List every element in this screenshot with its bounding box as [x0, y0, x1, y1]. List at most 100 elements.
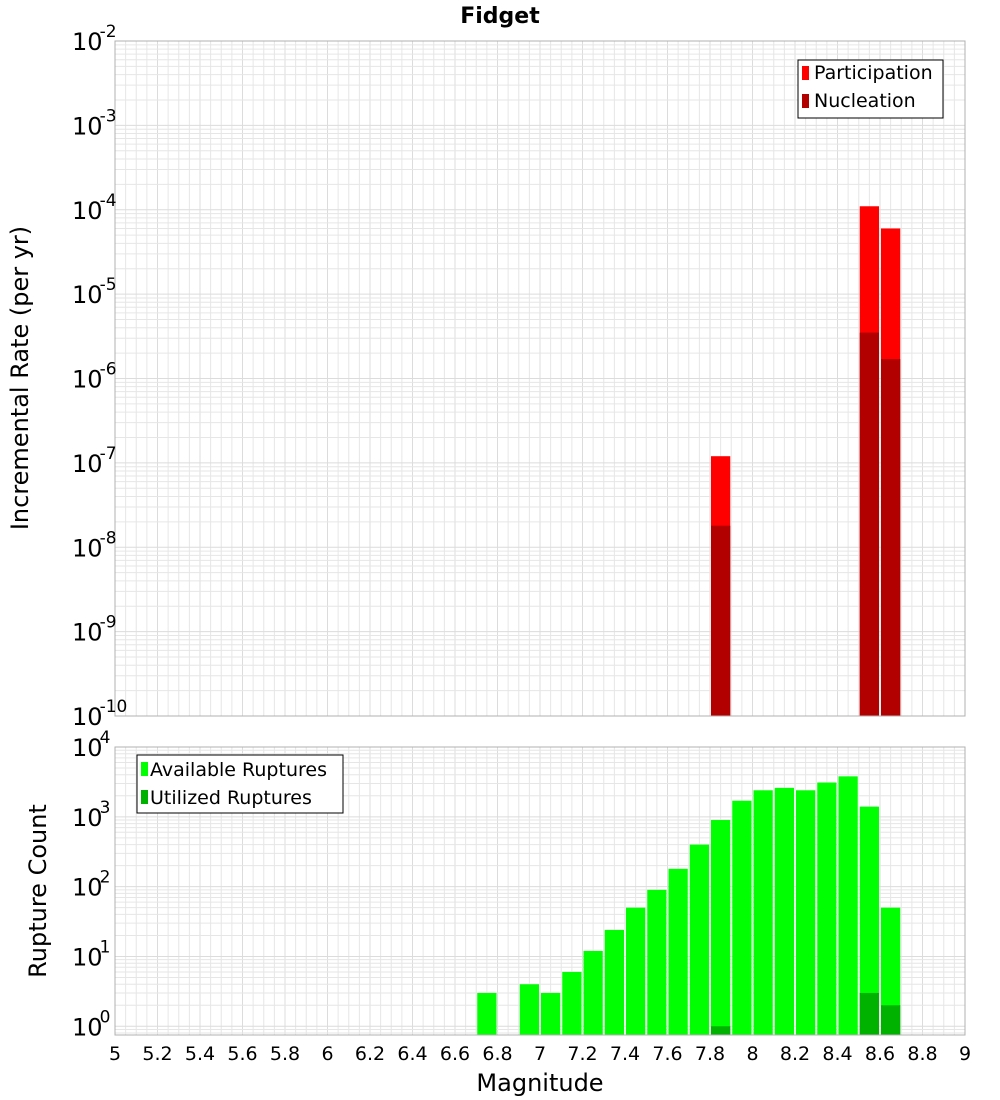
bottom-bar-available-ruptures [796, 790, 816, 1035]
bottom-bars [477, 776, 901, 1035]
top-grid [114, 40, 966, 717]
bottom-bar-utilized-ruptures [859, 992, 879, 1035]
x-tick-label: 6.2 [355, 1043, 385, 1065]
x-tick-label: 5.6 [227, 1043, 257, 1065]
bottom-bar-available-ruptures [753, 790, 773, 1035]
top-bar-nucleation [881, 359, 901, 716]
bottom-bar-available-ruptures [711, 820, 731, 1035]
bottom-bar-available-ruptures [583, 950, 603, 1035]
legend-label-nucleation: Nucleation [814, 90, 916, 112]
top-legend: Participation Nucleation [797, 59, 944, 119]
legend-label-participation: Participation [814, 62, 933, 84]
top-y-tick-exponent: -6 [100, 360, 117, 380]
x-tick-label: 7.6 [652, 1043, 682, 1065]
x-tick-label: 7 [534, 1043, 546, 1065]
bottom-legend-box [136, 754, 344, 814]
bottom-bar-available-ruptures [881, 907, 901, 1035]
bottom-bar-available-ruptures [626, 907, 646, 1035]
bottom-y-tick-exponent: 2 [100, 868, 111, 888]
top-y-tick-label: 10 [72, 619, 103, 647]
x-tick-label: 8.2 [780, 1043, 810, 1065]
top-y-tick-label: 10 [72, 112, 103, 140]
bottom-bar-available-ruptures [668, 868, 688, 1035]
top-y-tick-label: 10 [72, 197, 103, 225]
x-ticks: 5 5.2 5.4 5.6 5.8 6 6.2 6.4 6.6 6.8 7 7.2 7.4 7.6 7.8 8… [109, 1043, 971, 1065]
legend-swatch-available [141, 762, 148, 776]
bottom-bar-available-ruptures [477, 992, 497, 1035]
bottom-bar-available-ruptures [604, 929, 624, 1035]
top-bar-nucleation [711, 525, 731, 716]
x-tick-label: 5.8 [270, 1043, 300, 1065]
x-axis-label: Magnitude [476, 1069, 603, 1097]
x-tick-label: 8.6 [865, 1043, 895, 1065]
x-tick-label: 8 [746, 1043, 758, 1065]
chart-title: Fidget [460, 4, 540, 29]
x-tick-label: 7.8 [695, 1043, 725, 1065]
top-y-tick-label: 10 [72, 703, 103, 731]
top-y-tick-exponent: -10 [100, 697, 128, 717]
top-legend-box [797, 59, 944, 119]
legend-swatch-utilized [141, 790, 148, 804]
bottom-y-tick-label: 10 [72, 804, 103, 832]
bottom-legend: Available Ruptures Utilized Ruptures [136, 754, 344, 814]
bottom-bar-utilized-ruptures [711, 1026, 731, 1035]
top-y-tick-label: 10 [72, 450, 103, 478]
bottom-y-tick-exponent: 0 [100, 1007, 111, 1027]
x-tick-label: 5.4 [185, 1043, 215, 1065]
top-y-tick-exponent: -2 [100, 22, 117, 42]
x-tick-label: 6.4 [397, 1043, 427, 1065]
bottom-bar-available-ruptures [817, 782, 837, 1035]
top-y-tick-exponent: -4 [100, 191, 117, 211]
bottom-y-axis-label: Rupture Count [24, 804, 52, 978]
top-y-tick-exponent: -9 [100, 613, 117, 633]
top-y-tick-exponent: -5 [100, 275, 117, 295]
bottom-y-tick-label: 10 [72, 874, 103, 902]
bottom-bar-available-ruptures [774, 787, 794, 1035]
bottom-y-tick-exponent: 1 [100, 937, 111, 957]
bottom-bar-available-ruptures [541, 992, 561, 1035]
top-y-axis-label: Incremental Rate (per yr) [6, 226, 34, 530]
bottom-bar-available-ruptures [689, 844, 709, 1035]
x-tick-label: 6.8 [482, 1043, 512, 1065]
x-tick-label: 9 [959, 1043, 971, 1065]
bottom-y-tick-label: 10 [72, 734, 103, 762]
bottom-y-tick-exponent: 4 [100, 728, 111, 748]
bottom-y-tick-label: 10 [72, 1013, 103, 1041]
bottom-bar-available-ruptures [859, 806, 879, 1035]
x-tick-label: 5.2 [142, 1043, 172, 1065]
bottom-bar-available-ruptures [562, 971, 582, 1035]
x-tick-label: 8.4 [822, 1043, 852, 1065]
legend-swatch-nucleation [802, 94, 809, 108]
x-tick-label: 6 [321, 1043, 333, 1065]
top-plot-frame [114, 40, 966, 717]
bottom-y-tick-exponent: 3 [100, 798, 111, 818]
x-tick-label: 7.2 [567, 1043, 597, 1065]
top-y-tick-label: 10 [72, 281, 103, 309]
top-y-tick-exponent: -3 [100, 106, 117, 126]
bottom-bar-utilized-ruptures [881, 1005, 901, 1035]
bottom-y-tick-label: 10 [72, 943, 103, 971]
bottom-bar-available-ruptures [838, 776, 858, 1035]
top-bar-nucleation [859, 332, 879, 716]
top-y-tick-exponent: -7 [100, 444, 117, 464]
legend-label-available: Available Ruptures [150, 759, 327, 781]
legend-swatch-participation [802, 66, 809, 80]
x-tick-label: 5 [109, 1043, 121, 1065]
x-tick-label: 7.4 [610, 1043, 640, 1065]
top-y-tick-exponent: -8 [100, 528, 117, 548]
bottom-bar-available-ruptures [519, 984, 539, 1035]
bottom-bar-available-ruptures [647, 889, 667, 1035]
legend-label-utilized: Utilized Ruptures [150, 787, 312, 809]
top-y-tick-label: 10 [72, 534, 103, 562]
bottom-bar-available-ruptures [732, 800, 752, 1035]
bottom-plot-frame [114, 746, 966, 1036]
top-bars [711, 206, 901, 716]
top-y-tick-label: 10 [72, 366, 103, 394]
x-tick-label: 6.6 [440, 1043, 470, 1065]
x-tick-label: 8.8 [907, 1043, 937, 1065]
